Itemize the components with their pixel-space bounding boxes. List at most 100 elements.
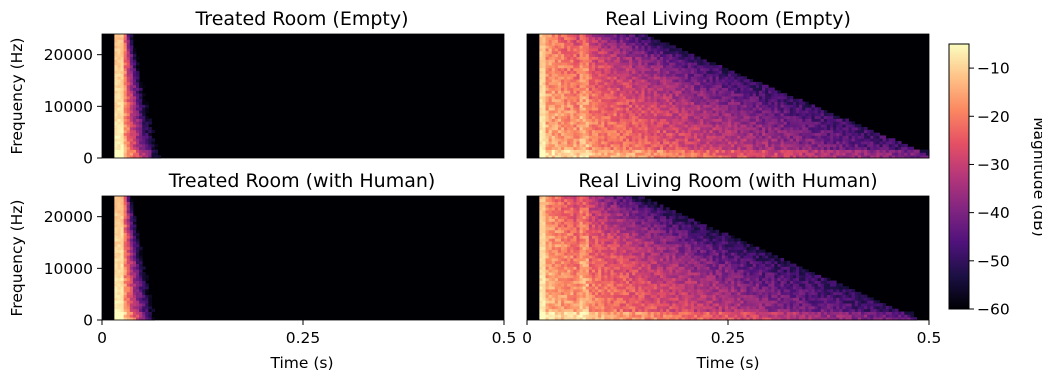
heatmap-cell (758, 118, 763, 122)
heatmap-cell (743, 98, 747, 103)
heatmap-cell (561, 212, 565, 217)
heatmap-cell (746, 121, 751, 125)
heatmap-cell (601, 155, 605, 159)
heatmap-cell (117, 107, 121, 111)
heatmap-cell (799, 143, 803, 148)
heatmap-cell (721, 127, 726, 131)
heatmap-cell (545, 50, 550, 55)
heatmap-cell (712, 93, 717, 97)
heatmap-cell (561, 314, 565, 318)
heatmap-cell (616, 34, 621, 38)
heatmap-cell (712, 149, 717, 153)
heatmap-cell (749, 96, 754, 100)
heatmap-cell (817, 115, 822, 119)
heatmap-cell (601, 39, 605, 43)
heatmap-cell (120, 212, 125, 217)
plot-frame (526, 33, 930, 159)
heatmap-cell (132, 96, 137, 100)
heatmap-cell (545, 260, 550, 265)
heatmap-cell (709, 124, 713, 128)
heatmap-cell (564, 141, 568, 145)
heatmap-cell (755, 118, 760, 122)
heatmap-cell (132, 59, 137, 63)
heatmap-cell (632, 87, 636, 91)
heatmap-cell (591, 127, 596, 131)
heatmap-cell (718, 73, 723, 77)
heatmap-cell (907, 149, 911, 153)
heatmap-cell (554, 98, 559, 103)
heatmap-cell (814, 146, 819, 150)
heatmap-cell (539, 73, 543, 77)
heatmap-cell (142, 101, 146, 105)
heatmap-cell (557, 70, 562, 74)
heatmap-cell (731, 152, 735, 156)
heatmap-cell (833, 152, 837, 156)
heatmap-cell (601, 53, 605, 57)
heatmap-cell (120, 314, 125, 318)
heatmap-cell (678, 115, 683, 119)
heatmap-cell (777, 127, 781, 131)
heatmap-cell (792, 118, 797, 122)
heatmap-cell (802, 152, 806, 156)
heatmap-cell (635, 143, 639, 148)
heatmap-cell (129, 297, 134, 301)
heatmap-cell (672, 118, 676, 122)
heatmap-cell (613, 101, 618, 105)
heatmap-cell (557, 56, 562, 60)
heatmap-cell (777, 135, 781, 139)
heatmap-cell (114, 149, 118, 153)
heatmap-cell (557, 283, 562, 287)
heatmap-cell (703, 146, 707, 150)
x-tick-label: 0.5 (492, 329, 517, 347)
heatmap-cell (700, 143, 704, 148)
heatmap-cell (573, 218, 577, 222)
heatmap-cell (644, 73, 648, 77)
heatmap-cell (548, 272, 553, 276)
heatmap-cell (712, 101, 717, 105)
heatmap-cell (796, 152, 800, 156)
heatmap-cell (774, 104, 778, 108)
heatmap-cell (792, 129, 797, 134)
heatmap-cell (129, 81, 134, 86)
heatmap-cell (867, 141, 871, 145)
heatmap-cell (650, 36, 655, 41)
heatmap-cell (625, 115, 630, 119)
heatmap-cell (601, 107, 605, 111)
heatmap-cell (145, 311, 149, 315)
heatmap-cell (129, 87, 134, 91)
heatmap-cell (151, 155, 155, 159)
heatmap-cell (876, 152, 880, 156)
heatmap-cell (126, 210, 131, 214)
heatmap-cell (573, 246, 577, 250)
heatmap-cell (663, 101, 667, 105)
heatmap-cell (557, 152, 562, 156)
heatmap-cell (638, 129, 642, 134)
heatmap-cell (595, 42, 599, 46)
heatmap-cell (564, 272, 568, 276)
heatmap-cell (638, 73, 642, 77)
heatmap-cell (814, 135, 819, 139)
heatmap-cell (114, 280, 118, 284)
heatmap-cell (557, 65, 562, 69)
heatmap-cell (123, 98, 128, 103)
heatmap-cell (613, 118, 618, 122)
heatmap-cell (561, 143, 565, 148)
heatmap-cell (613, 79, 618, 83)
heatmap-cell (567, 50, 571, 55)
heatmap-cell (690, 56, 695, 60)
heatmap-cell (129, 314, 134, 318)
heatmap-cell (656, 39, 661, 43)
heatmap-cell (582, 135, 587, 139)
heatmap-cell (607, 104, 611, 108)
heatmap-cell (591, 101, 596, 105)
heatmap-cell (619, 107, 624, 111)
heatmap-cell (845, 138, 849, 142)
heatmap-cell (796, 115, 800, 119)
heatmap-cell (570, 210, 574, 214)
heatmap-cell (542, 297, 546, 301)
heatmap-cell (799, 115, 803, 119)
heatmap-cell (663, 79, 667, 83)
heatmap-cell (839, 155, 843, 159)
heatmap-cell (774, 96, 778, 100)
heatmap-cell (567, 297, 571, 301)
